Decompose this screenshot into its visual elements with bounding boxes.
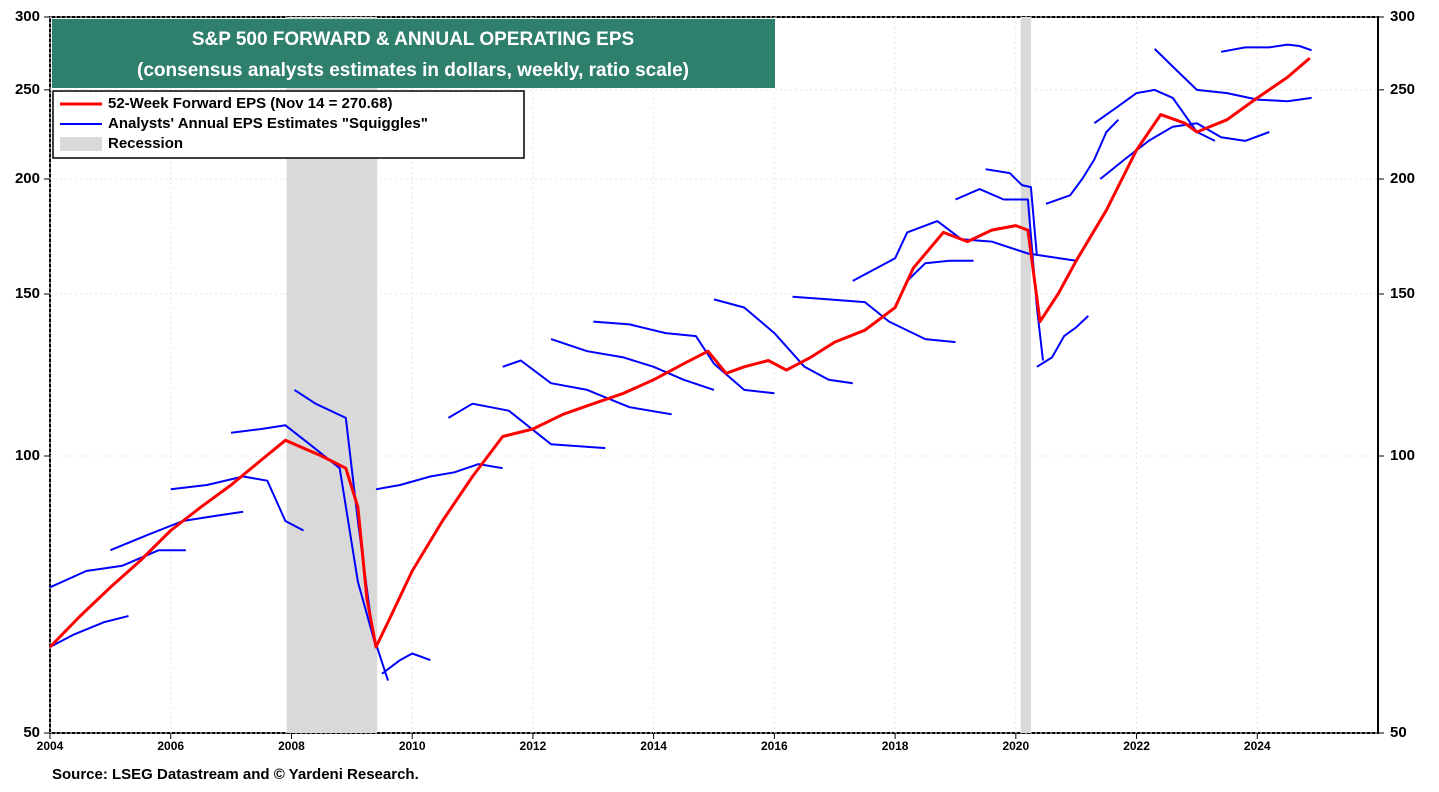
legend-label: Analysts' Annual EPS Estimates "Squiggle… [108, 115, 428, 132]
x-tick-label: 2024 [1244, 739, 1271, 753]
x-tick-label: 2020 [1002, 739, 1029, 753]
y2-tick-label: 200 [1390, 170, 1415, 187]
x-tick-label: 2016 [761, 739, 788, 753]
y-tick-label: 50 [23, 724, 40, 741]
x-tick-label: 2012 [520, 739, 547, 753]
x-tick-label: 2004 [37, 739, 64, 753]
y2-tick-label: 150 [1390, 285, 1415, 302]
source: Source: LSEG Datastream and © Yardeni Re… [52, 766, 419, 783]
title-box: S&P 500 FORWARD & ANNUAL OPERATING EPS (… [52, 19, 775, 88]
y2-tick-label: 250 [1390, 81, 1415, 98]
chart-subtitle: (consensus analysts estimates in dollars… [137, 60, 689, 81]
x-tick-label: 2022 [1123, 739, 1150, 753]
y2-tick-label: 100 [1390, 447, 1415, 464]
x-tick-label: 2006 [157, 739, 184, 753]
x-tick-label: 2010 [399, 739, 426, 753]
recession-band [1020, 17, 1031, 733]
legend-label: Recession [108, 135, 183, 152]
y-tick-label: 250 [15, 81, 40, 98]
y-tick-label: 300 [15, 8, 40, 25]
x-tick-label: 2014 [640, 739, 667, 753]
y-tick-label: 150 [15, 285, 40, 302]
series-line [48, 56, 1311, 649]
legend-swatch [60, 137, 102, 151]
legend-box [52, 90, 525, 159]
x-tick-label: 2018 [882, 739, 909, 753]
y2-tick-label: 50 [1390, 724, 1407, 741]
y-tick-label: 100 [15, 447, 40, 464]
x-tick-label: 2008 [278, 739, 305, 753]
chart-title: S&P 500 FORWARD & ANNUAL OPERATING EPS [192, 29, 634, 50]
title-bg [52, 19, 775, 88]
y-tick-label: 200 [15, 170, 40, 187]
legend-label: 52-Week Forward EPS (Nov 14 = 270.68) [108, 95, 392, 112]
plot-frame [49, 16, 1379, 734]
legend: 52-Week Forward EPS (Nov 14 = 270.68) Ana… [52, 90, 525, 159]
y2-tick-label: 300 [1390, 8, 1415, 25]
